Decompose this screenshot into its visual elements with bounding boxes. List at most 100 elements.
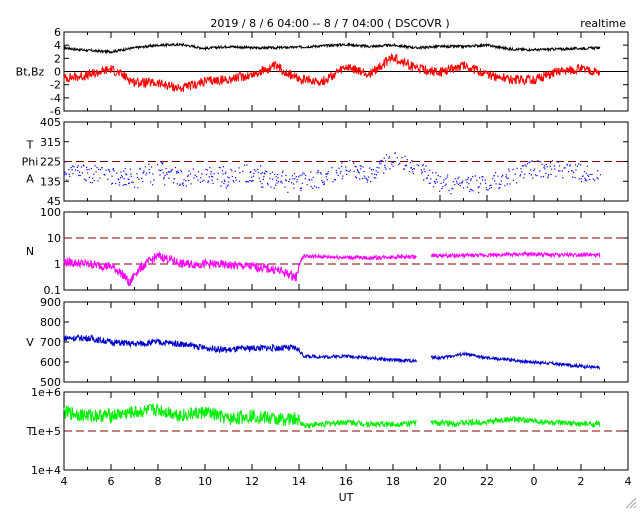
phi-point — [409, 161, 412, 164]
y-axis-label: A — [26, 173, 34, 186]
phi-point — [490, 186, 492, 189]
x-tick-label: 0 — [531, 475, 538, 488]
phi-point — [118, 184, 120, 186]
phi-point — [581, 180, 583, 182]
phi-point — [446, 176, 448, 178]
phi-point — [439, 175, 441, 178]
phi-point — [334, 179, 336, 181]
phi-point — [163, 178, 165, 180]
phi-point — [93, 173, 95, 175]
phi-point — [282, 170, 284, 172]
phi-point — [512, 168, 514, 171]
phi-point — [72, 173, 74, 175]
phi-point — [346, 173, 348, 176]
phi-point — [238, 167, 240, 169]
phi-point — [159, 174, 161, 176]
phi-point — [118, 179, 120, 181]
phi-point — [93, 179, 95, 182]
phi-point — [399, 162, 401, 164]
panel-frame — [63, 211, 629, 291]
phi-point — [592, 178, 594, 180]
phi-point — [551, 160, 554, 162]
phi-point — [487, 189, 489, 191]
phi-point — [573, 171, 575, 173]
phi-point — [182, 182, 184, 184]
phi-point — [376, 174, 378, 176]
panel-t: 1e+6 1e+5 1e+4 T 4 6 8 10 12 14 16 18 20 22 0 2 4 — [26, 386, 632, 488]
phi-point — [189, 173, 192, 175]
phi-point — [583, 170, 586, 173]
phi-point — [282, 171, 284, 174]
phi-point — [174, 166, 177, 169]
y-tick-label: -4 — [50, 92, 61, 105]
phi-point — [300, 189, 302, 191]
phi-point — [586, 165, 588, 167]
resize-grip-icon[interactable] — [625, 497, 637, 509]
phi-point — [185, 185, 187, 187]
phi-point — [339, 172, 342, 174]
phi-point — [121, 176, 124, 178]
phi-point — [323, 183, 326, 185]
phi-point — [284, 179, 287, 181]
phi-point — [502, 174, 504, 176]
phi-point — [578, 178, 580, 180]
phi-point — [481, 179, 484, 181]
phi-point — [576, 165, 578, 167]
phi-point — [247, 181, 249, 183]
y-axis-label: Phi — [22, 156, 39, 169]
y-tick-label: 225 — [40, 156, 61, 169]
phi-point — [317, 171, 319, 173]
y-tick-label: 4 — [54, 39, 61, 52]
phi-point — [260, 186, 263, 188]
phi-point — [567, 171, 570, 173]
phi-point — [452, 181, 454, 183]
phi-point — [271, 171, 273, 173]
phi-point — [470, 178, 472, 180]
phi-point — [181, 183, 184, 185]
phi-point — [211, 179, 213, 181]
phi-point — [136, 173, 138, 175]
phi-point — [97, 168, 100, 170]
phi-point — [270, 186, 272, 188]
phi-point — [522, 165, 524, 167]
phi-point — [150, 166, 153, 168]
phi-point — [346, 170, 348, 172]
phi-point — [81, 172, 84, 174]
phi-point — [584, 177, 586, 179]
phi-point — [164, 184, 166, 186]
phi-point — [124, 168, 126, 170]
phi-point — [138, 178, 140, 180]
phi-point — [499, 187, 501, 189]
phi-point — [411, 159, 413, 162]
phi-point — [435, 172, 437, 174]
phi-point — [201, 180, 203, 182]
phi-point — [85, 179, 87, 181]
phi-point — [266, 171, 268, 173]
phi-point — [478, 191, 480, 194]
phi-point — [506, 177, 508, 179]
phi-point — [249, 171, 251, 173]
phi-point — [180, 169, 182, 171]
phi-point — [175, 171, 178, 173]
phi-point — [471, 189, 473, 191]
phi-point — [337, 174, 339, 177]
phi-point — [220, 185, 222, 187]
phi-point — [571, 170, 573, 172]
phi-point — [424, 170, 426, 173]
phi-point — [151, 184, 154, 186]
phi-point — [181, 171, 183, 173]
phi-point — [96, 166, 98, 169]
phi-point — [439, 190, 441, 192]
y-tick-label: 315 — [40, 136, 61, 149]
phi-point — [405, 164, 407, 167]
phi-point — [222, 173, 224, 175]
phi-point — [534, 174, 537, 176]
phi-point — [304, 178, 306, 180]
x-tick-label: 4 — [625, 475, 632, 488]
phi-point — [127, 178, 129, 180]
phi-point — [252, 180, 254, 182]
phi-point — [536, 175, 538, 177]
phi-point — [366, 181, 368, 183]
phi-point — [115, 182, 117, 185]
phi-point — [176, 183, 178, 185]
